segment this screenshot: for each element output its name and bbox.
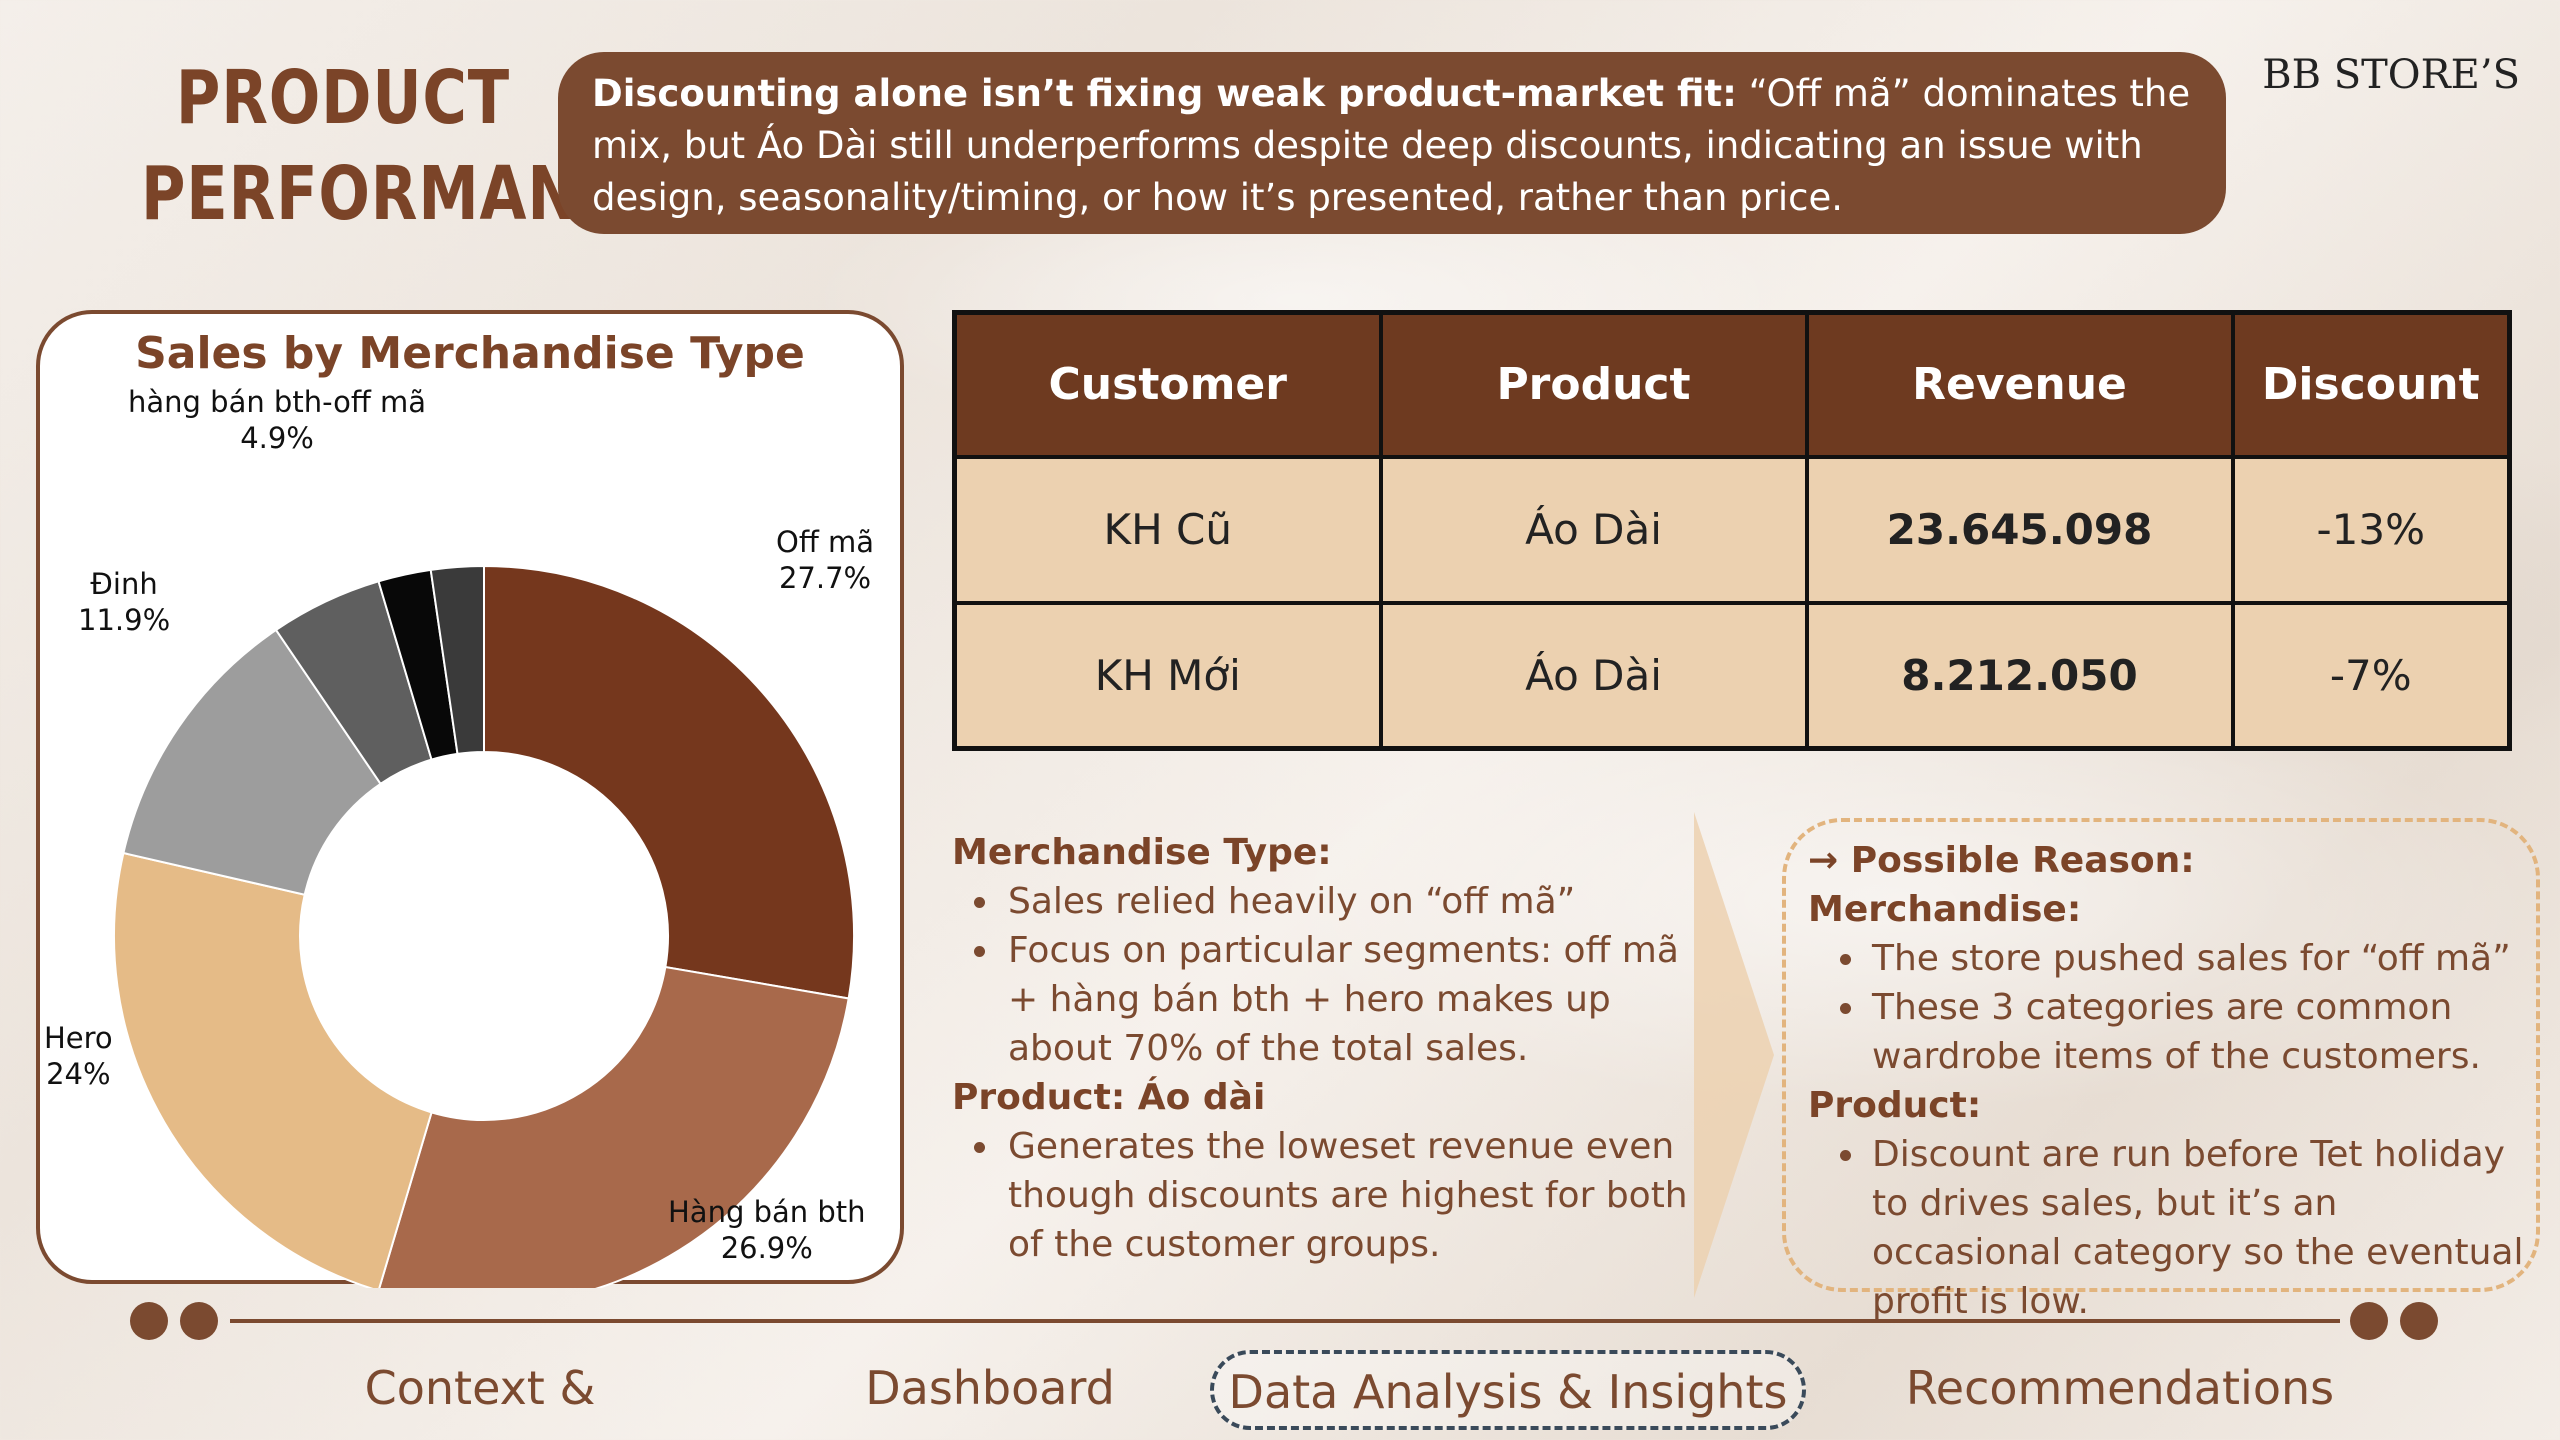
slice-label: Off mã 27.7% [776,524,874,596]
product-list: Generates the loweset revenue even thoug… [952,1122,1692,1269]
donut-chart [113,564,855,1288]
reason-merch-heading: Merchandise: [1808,889,2082,930]
nav-dashboard[interactable]: Dashboard [865,1361,1115,1415]
donut-chart-card: Sales by Merchandise Type Off mã 27.7% Hàn… [36,310,904,1288]
slice-label-name: Hàng bán bth [668,1195,866,1229]
slice-label-name: Hero [44,1021,113,1055]
page-title: PRODUCT PERFORMANCE [60,50,667,242]
nav-dot-icon [2350,1302,2388,1340]
insight-text: “Off mã” dominates the mix, but Áo Dài s… [592,72,2191,219]
chart-title: Sales by Merchandise Type [135,328,805,379]
slice-label: Hero 24% [44,1020,113,1092]
brand-logo: BB STORE’S [2262,52,2520,98]
col-header-revenue: Revenue [1804,310,2235,459]
cell-discount: -13% [2230,454,2512,605]
slice-label-name: Đinh [90,567,158,601]
insight-bold: Discounting alone isn’t fixing weak prod… [592,72,1737,115]
donut-slice-unlabeled-6 [429,564,485,756]
nav-dot-icon [130,1302,168,1340]
revenue-discount-table: Customer Product Revenue Discount KH Cũ … [952,310,2512,751]
reason-product-list: Discount are run before Tet holiday to d… [1808,1130,2536,1326]
cell-product: Áo Dài [1378,600,1809,751]
donut-slice-đinh [122,628,382,896]
slice-label-value: 26.9% [720,1231,813,1265]
list-item: Generates the loweset revenue even thoug… [974,1122,1692,1269]
nav-data-analysis-insights[interactable]: Data Analysis & Insights [1210,1350,1806,1430]
nav-recommendations[interactable]: Recommendations [1905,1361,2335,1415]
nav-dot-icon [2400,1302,2438,1340]
table-header-row: Customer Product Revenue Discount [952,310,2512,459]
nav-divider [230,1319,2340,1323]
donut-slice-hero [113,851,433,1288]
possible-reason-heading: → Possible Reason: [1808,840,2195,881]
merch-type-heading: Merchandise Type: [952,832,1332,873]
slice-label-value: 24% [46,1057,111,1091]
possible-reason-box: → Possible Reason: Merchandise: The stor… [1782,818,2540,1322]
slice-label: Hàng bán bth 26.9% [668,1194,866,1266]
list-item: These 3 categories are common wardrobe i… [1840,983,2536,1081]
product-heading: Product: Áo dài [952,1077,1266,1118]
merch-type-list: Sales relied heavily on “off mã” Focus o… [952,877,1692,1073]
slice-label-name: Off mã [776,525,875,559]
list-item: Sales relied heavily on “off mã” [974,877,1692,926]
table-row: KH Mới Áo Dài 8.212.050 -7% [952,600,2512,751]
cell-product: Áo Dài [1378,454,1809,605]
page-title-line2: PERFORMANCE [141,151,667,237]
insight-banner: Discounting alone isn’t fixing weak prod… [558,52,2226,234]
cell-discount: -7% [2230,600,2512,751]
slice-label: hàng bán bth-off mã 4.9% [128,384,426,456]
nav-context-objectives[interactable]: Context & Objectives [359,1361,601,1440]
slice-label-name: hàng bán bth-off mã [128,385,427,419]
cell-customer: KH Mới [952,600,1383,751]
list-item: Focus on particular segments: off mã + h… [974,926,1692,1073]
col-header-product: Product [1378,310,1809,459]
slice-label-value: 27.7% [778,561,872,595]
donut-slice-off-mã [483,564,855,1000]
slice-label-value: 4.9% [240,421,314,455]
cell-customer: KH Cũ [952,454,1383,605]
chevron-arrow-icon [1694,812,1774,1298]
slice-label: Đinh 11.9% [78,566,170,638]
nav-dot-icon [180,1302,218,1340]
cell-revenue: 23.645.098 [1804,454,2235,605]
reason-product-heading: Product: [1808,1085,1982,1126]
slice-label-value: 11.9% [78,603,171,637]
findings-notes: Merchandise Type: Sales relied heavily o… [952,828,1692,1269]
donut-slice-hàng-bán-bth [378,965,850,1288]
cell-revenue: 8.212.050 [1804,600,2235,751]
list-item: Discount are run before Tet holiday to d… [1840,1130,2536,1326]
table-row: KH Cũ Áo Dài 23.645.098 -13% [952,454,2512,605]
reason-merch-list: The store pushed sales for “off mã” Thes… [1808,934,2536,1081]
list-item: The store pushed sales for “off mã” [1840,934,2536,983]
col-header-discount: Discount [2230,310,2512,459]
col-header-customer: Customer [952,310,1383,459]
page-title-line1: PRODUCT [175,55,510,141]
